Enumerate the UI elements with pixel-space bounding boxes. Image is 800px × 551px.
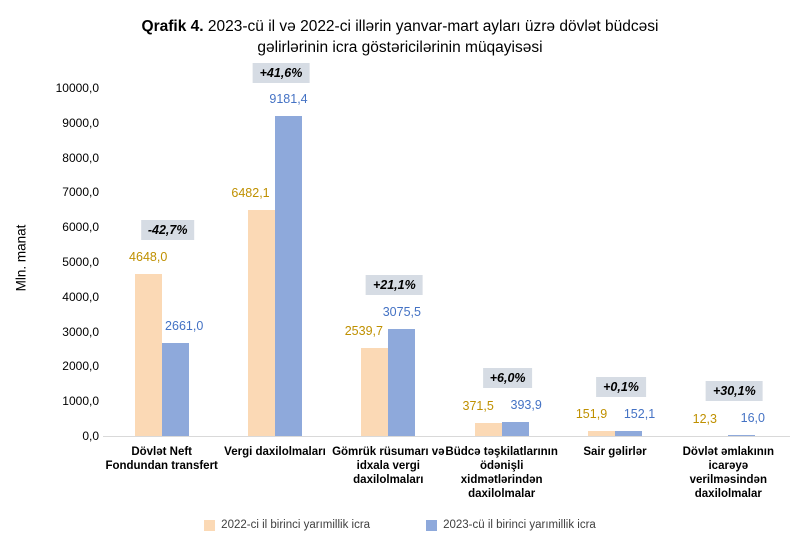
percent-change-badge: -42,7% bbox=[140, 220, 195, 241]
legend: 2022-ci il birinci yarımillik icra 2023-c… bbox=[0, 519, 800, 531]
bar-2023 bbox=[275, 116, 302, 436]
percent-change-badge: +6,0% bbox=[482, 368, 533, 389]
x-axis-category-label: Vergi daxilolmaları bbox=[224, 446, 326, 458]
legend-item: 2022-ci il birinci yarımillik icra bbox=[204, 519, 370, 531]
bar-2023 bbox=[615, 430, 642, 436]
bar-value-label-2022: 371,5 bbox=[462, 399, 494, 414]
bar-value-label-2023: 3075,5 bbox=[382, 304, 421, 319]
bar-value-label-2022: 12,3 bbox=[692, 411, 717, 426]
bar-value-label-2023: 16,0 bbox=[740, 411, 765, 426]
y-axis-tick-label: 6000,0 bbox=[62, 220, 99, 235]
bar-2022 bbox=[361, 347, 389, 436]
bar-2022 bbox=[248, 210, 275, 436]
bar-value-label-2023: 152,1 bbox=[623, 406, 656, 421]
y-axis-tick-label: 10000,0 bbox=[55, 81, 99, 95]
y-axis-tick-label: 1000,0 bbox=[62, 394, 99, 409]
x-axis-category-label: Dövlət əmlakının icarəyə verilməsindən d… bbox=[682, 446, 775, 500]
x-axis-category-label: Büdcə təşkilatlarının ödənişli xidmətlər… bbox=[445, 446, 558, 500]
y-axis-tick-label: 2000,0 bbox=[62, 359, 99, 374]
bar-2023 bbox=[728, 435, 756, 436]
chart-title: Qrafik 4. 2023-cü il və 2022-ci illərin … bbox=[105, 16, 695, 58]
legend-label: 2022-ci il birinci yarımillik icra bbox=[221, 519, 371, 531]
y-axis-tick-label: 4000,0 bbox=[62, 289, 99, 304]
y-axis-tick-label: 3000,0 bbox=[62, 324, 99, 339]
bar-value-label-2022: 151,9 bbox=[575, 406, 608, 421]
bar-value-label-2022: 6482,1 bbox=[231, 186, 270, 201]
percent-change-badge: +41,6% bbox=[252, 62, 310, 83]
y-axis-tick-label: 8000,0 bbox=[62, 150, 99, 165]
y-axis-tick-label: 7000,0 bbox=[62, 185, 99, 200]
legend-label: 2023-cü il birinci yarımillik icra bbox=[443, 519, 596, 531]
bar-2022 bbox=[588, 430, 615, 436]
percent-change-badge: +30,1% bbox=[705, 381, 763, 402]
x-axis-category-label: Dövlət Neft Fondundan transfert bbox=[105, 446, 218, 472]
chart-title-text: 2023-cü il və 2022-ci illərin yanvar-mar… bbox=[203, 18, 659, 56]
x-axis-category-label: Sair gəlirlər bbox=[583, 446, 647, 458]
bar-value-label-2023: 9181,4 bbox=[269, 92, 308, 107]
plot-area: 4648,0 2661,0 -42,7% Dövlət Neft Fondundan … bbox=[105, 62, 785, 500]
percent-change-badge: +21,1% bbox=[365, 274, 423, 295]
y-axis-tick-label: 9000,0 bbox=[62, 115, 99, 130]
bar-2023 bbox=[501, 422, 529, 436]
legend-item: 2023-cü il birinci yarımillik icra bbox=[426, 519, 596, 531]
x-axis-line bbox=[103, 436, 790, 437]
bar-value-label-2023: 2661,0 bbox=[165, 319, 204, 334]
y-axis-tick-label: 5000,0 bbox=[62, 255, 99, 269]
bar-2023 bbox=[388, 328, 416, 436]
bar-value-label-2022: 4648,0 bbox=[129, 250, 168, 265]
bar-value-label-2022: 2539,7 bbox=[344, 323, 383, 338]
bar-2022 bbox=[134, 274, 162, 436]
legend-color-swatch-icon bbox=[426, 519, 438, 531]
x-axis-category-label: Gömrük rüsumarı və idxala vergi daxilolm… bbox=[332, 446, 445, 486]
y-axis-tick-label: 0,0 bbox=[82, 429, 99, 443]
bar-2022 bbox=[474, 423, 502, 436]
chart-title-prefix: Qrafik 4. bbox=[141, 18, 204, 35]
percent-change-badge: +0,1% bbox=[596, 376, 646, 397]
legend-color-swatch-icon bbox=[204, 519, 216, 531]
bar-2023 bbox=[161, 343, 189, 436]
bar-value-label-2023: 393,9 bbox=[510, 398, 542, 413]
